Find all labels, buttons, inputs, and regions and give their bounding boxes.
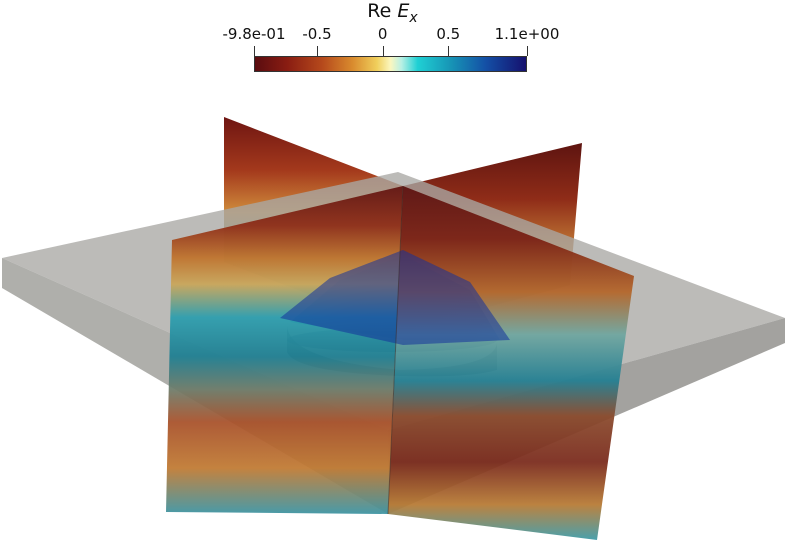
colorbar-tick-mark xyxy=(254,46,255,56)
colorbar-tick-label: -0.5 xyxy=(302,25,332,43)
colorbar-tick-mark xyxy=(527,46,528,56)
colorbar-tick-mark xyxy=(448,46,450,56)
colorbar-tick-label: -9.8e-01 xyxy=(222,25,286,43)
slice-plane-front-left xyxy=(166,186,403,514)
colorbar-tick-label: 0 xyxy=(377,25,388,43)
colorbar-title: Re Ex xyxy=(0,0,785,29)
colorbar-title-variable: E xyxy=(397,0,410,22)
colorbar-tick-label: 1.1e+00 xyxy=(494,25,560,43)
blue-zone xyxy=(280,250,510,345)
slice-plane-front-right xyxy=(388,186,634,540)
plane-intersection-line xyxy=(387,185,404,515)
colorbar-tick-label: 0.5 xyxy=(436,25,461,43)
colorbar-title-prefix: Re xyxy=(367,0,398,22)
colorbar-title-subscript: x xyxy=(409,9,418,26)
colorbar-tick-mark xyxy=(317,46,318,56)
colorbar-tick-mark xyxy=(382,46,384,56)
colorbar xyxy=(254,56,527,72)
